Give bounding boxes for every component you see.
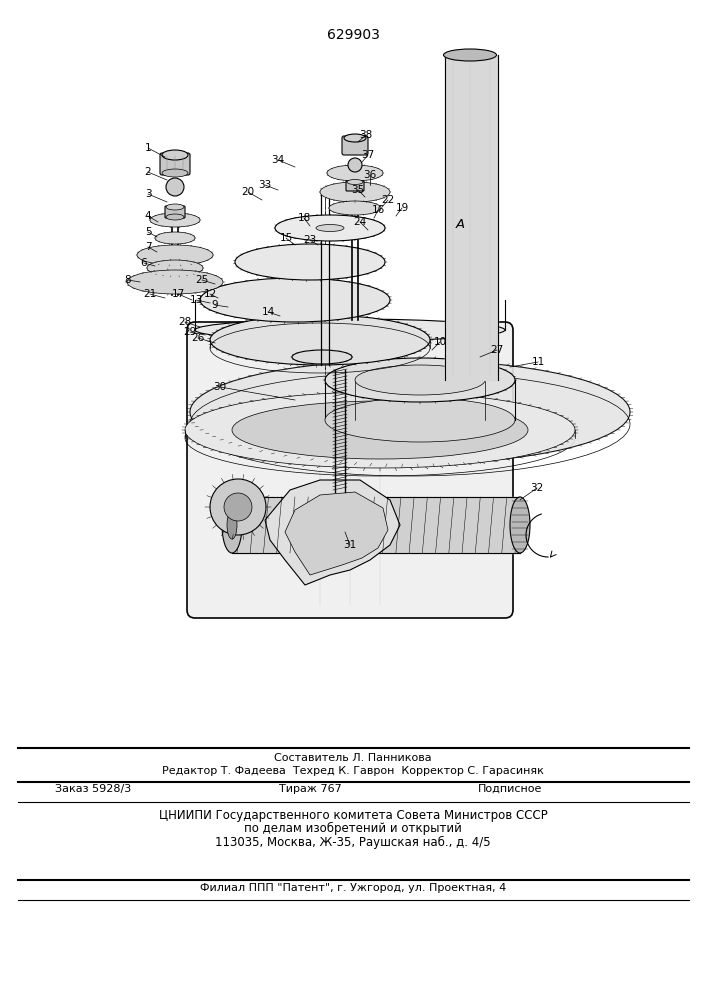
Ellipse shape	[166, 214, 184, 220]
Text: 34: 34	[271, 155, 285, 165]
Text: 25: 25	[195, 275, 209, 285]
Ellipse shape	[137, 245, 213, 265]
FancyBboxPatch shape	[187, 322, 513, 618]
Ellipse shape	[222, 497, 242, 553]
Text: 27: 27	[491, 345, 503, 355]
Ellipse shape	[155, 232, 195, 244]
Text: 8: 8	[124, 275, 132, 285]
Text: A: A	[455, 219, 464, 232]
Text: 30: 30	[214, 382, 226, 392]
Circle shape	[166, 178, 184, 196]
Text: Подписное: Подписное	[478, 784, 542, 794]
Text: 629903: 629903	[327, 28, 380, 42]
Ellipse shape	[185, 392, 575, 468]
Ellipse shape	[320, 182, 390, 202]
Text: 15: 15	[279, 233, 293, 243]
Ellipse shape	[150, 213, 200, 227]
Text: 3: 3	[145, 189, 151, 199]
Text: 113035, Москва, Ж-35, Раушская наб., д. 4/5: 113035, Москва, Ж-35, Раушская наб., д. …	[215, 835, 491, 849]
Text: 22: 22	[381, 195, 395, 205]
Ellipse shape	[200, 278, 390, 322]
Text: 9: 9	[211, 300, 218, 310]
Text: 18: 18	[298, 213, 310, 223]
FancyBboxPatch shape	[342, 136, 368, 155]
Ellipse shape	[195, 319, 505, 341]
FancyBboxPatch shape	[160, 153, 190, 175]
Ellipse shape	[166, 204, 184, 210]
Text: 2: 2	[145, 167, 151, 177]
Ellipse shape	[510, 497, 530, 553]
Text: 10: 10	[433, 337, 447, 347]
Ellipse shape	[292, 350, 352, 364]
Text: Редактор Т. Фадеева  Техред К. Гаврон  Корректор С. Гарасиняк: Редактор Т. Фадеева Техред К. Гаврон Кор…	[162, 766, 544, 776]
Text: 21: 21	[144, 289, 157, 299]
Ellipse shape	[325, 398, 515, 442]
Text: 29: 29	[183, 327, 197, 337]
Ellipse shape	[232, 401, 528, 459]
Ellipse shape	[329, 201, 381, 215]
Text: по делам изобретений и открытий: по делам изобретений и открытий	[244, 821, 462, 835]
Ellipse shape	[210, 315, 430, 365]
Text: 37: 37	[361, 150, 375, 160]
Circle shape	[210, 479, 266, 535]
Text: 38: 38	[359, 130, 373, 140]
Text: 33: 33	[258, 180, 271, 190]
Text: Составитель Л. Панникова: Составитель Л. Панникова	[274, 753, 432, 763]
Text: 31: 31	[344, 540, 356, 550]
Ellipse shape	[443, 49, 496, 61]
Text: 1: 1	[145, 143, 151, 153]
Circle shape	[224, 493, 252, 521]
Text: 11: 11	[532, 357, 544, 367]
Text: 14: 14	[262, 307, 274, 317]
Ellipse shape	[344, 134, 366, 142]
Ellipse shape	[355, 365, 485, 395]
Text: 7: 7	[145, 242, 151, 252]
Ellipse shape	[347, 180, 363, 184]
Ellipse shape	[316, 225, 344, 232]
Text: 24: 24	[354, 217, 367, 227]
Text: 12: 12	[204, 289, 216, 299]
Text: 16: 16	[371, 205, 385, 215]
FancyBboxPatch shape	[165, 206, 185, 218]
Ellipse shape	[162, 150, 188, 160]
Text: 5: 5	[145, 227, 151, 237]
Text: 28: 28	[178, 317, 192, 327]
Text: Филиал ППП "Патент", г. Ужгород, ул. Проектная, 4: Филиал ППП "Патент", г. Ужгород, ул. Про…	[200, 883, 506, 893]
Polygon shape	[265, 480, 400, 585]
Ellipse shape	[147, 260, 203, 276]
Text: Заказ 5928/3: Заказ 5928/3	[55, 784, 132, 794]
Text: 19: 19	[395, 203, 409, 213]
Ellipse shape	[235, 244, 385, 280]
Polygon shape	[285, 492, 388, 575]
Text: 23: 23	[303, 235, 317, 245]
Text: 13: 13	[189, 295, 203, 305]
Text: 20: 20	[241, 187, 255, 197]
Ellipse shape	[275, 215, 385, 241]
Ellipse shape	[227, 511, 237, 539]
Text: 6: 6	[141, 258, 147, 268]
Ellipse shape	[162, 169, 188, 177]
Text: 4: 4	[145, 211, 151, 221]
Text: Тираж 767: Тираж 767	[279, 784, 341, 794]
FancyBboxPatch shape	[346, 181, 364, 191]
Ellipse shape	[127, 270, 223, 294]
Text: 26: 26	[192, 333, 204, 343]
Ellipse shape	[327, 165, 383, 181]
Text: 35: 35	[351, 185, 365, 195]
Text: 32: 32	[530, 483, 544, 493]
Text: 36: 36	[363, 170, 377, 180]
Circle shape	[348, 158, 362, 172]
Ellipse shape	[325, 358, 515, 402]
Ellipse shape	[190, 360, 630, 464]
Text: ЦНИИПИ Государственного комитета Совета Министров СССР: ЦНИИПИ Государственного комитета Совета …	[158, 808, 547, 822]
Text: 17: 17	[171, 289, 185, 299]
